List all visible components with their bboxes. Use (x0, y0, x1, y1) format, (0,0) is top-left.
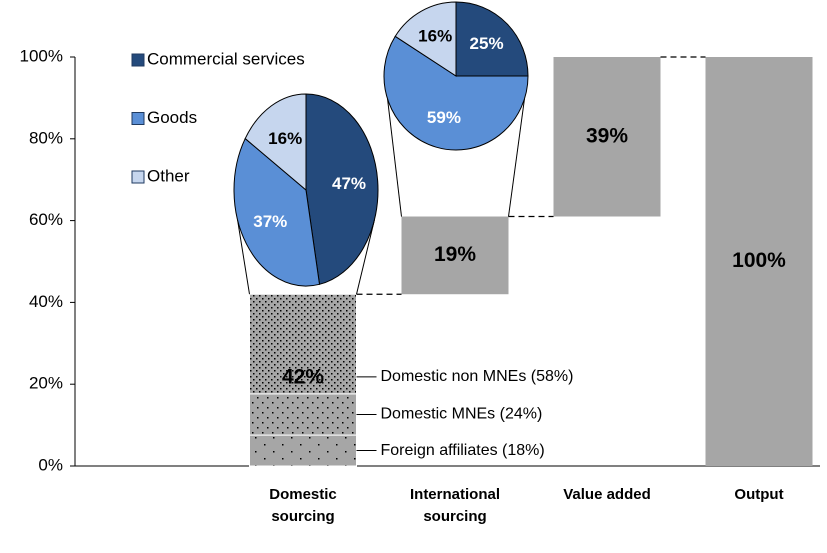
pie-label: 25% (470, 34, 504, 53)
pie-label: 59% (427, 108, 461, 127)
y-tick-label: 40% (29, 292, 63, 311)
value-label: 39% (586, 124, 628, 147)
pie-connector (356, 219, 375, 295)
bar (553, 57, 661, 217)
legend-label: Other (147, 166, 190, 185)
legend-label: Commercial services (147, 49, 305, 68)
breakdown-label: Domestic MNEs (24%) (381, 406, 543, 423)
value-label: 19% (434, 243, 476, 266)
x-tick-label: Value added (563, 486, 651, 503)
pie-slice (244, 93, 307, 192)
pie-slice (455, 1, 529, 77)
pie-label: 47% (332, 174, 366, 193)
x-tick-label: Domestic sourcing (269, 486, 337, 525)
breakdown-label: Domestic non MNEs (58%) (381, 368, 574, 385)
pie-slice (305, 93, 379, 285)
pie-slice (383, 35, 529, 151)
breakdown-label: Foreign affiliates (18%) (381, 442, 545, 459)
pie-slice (233, 137, 321, 287)
pie-connector (508, 98, 525, 217)
y-tick-label: 100% (20, 46, 63, 65)
pie-connector (387, 98, 402, 217)
bar (401, 216, 509, 295)
y-tick-label: 0% (38, 455, 63, 474)
x-tick-label: Output (734, 486, 784, 503)
bar-segment (249, 434, 357, 467)
pie-slice (394, 1, 457, 77)
x-tick-label-text: Domestic sourcing (269, 486, 337, 525)
legend-swatch (131, 112, 145, 125)
x-tick-label: International sourcing (409, 486, 500, 525)
x-tick-label-text: Value added (563, 486, 651, 503)
y-tick-label: 80% (29, 128, 63, 147)
bar-segment (249, 293, 357, 395)
legend-swatch (131, 170, 145, 184)
bar-segment (249, 393, 357, 436)
value-label: 42% (282, 366, 324, 389)
x-tick-label-text: Output (734, 486, 784, 503)
value-label: 100% (732, 249, 786, 272)
legend-swatch (131, 53, 145, 67)
y-tick-label: 20% (29, 374, 63, 393)
x-tick-label-text: International sourcing (409, 486, 500, 525)
pie-label: 16% (418, 27, 452, 46)
bar (705, 57, 813, 466)
pie-label: 16% (268, 129, 302, 148)
pie-label: 37% (253, 212, 287, 231)
legend-label: Goods (147, 108, 197, 127)
pie-connector (237, 219, 250, 295)
y-tick-label: 60% (29, 210, 63, 229)
